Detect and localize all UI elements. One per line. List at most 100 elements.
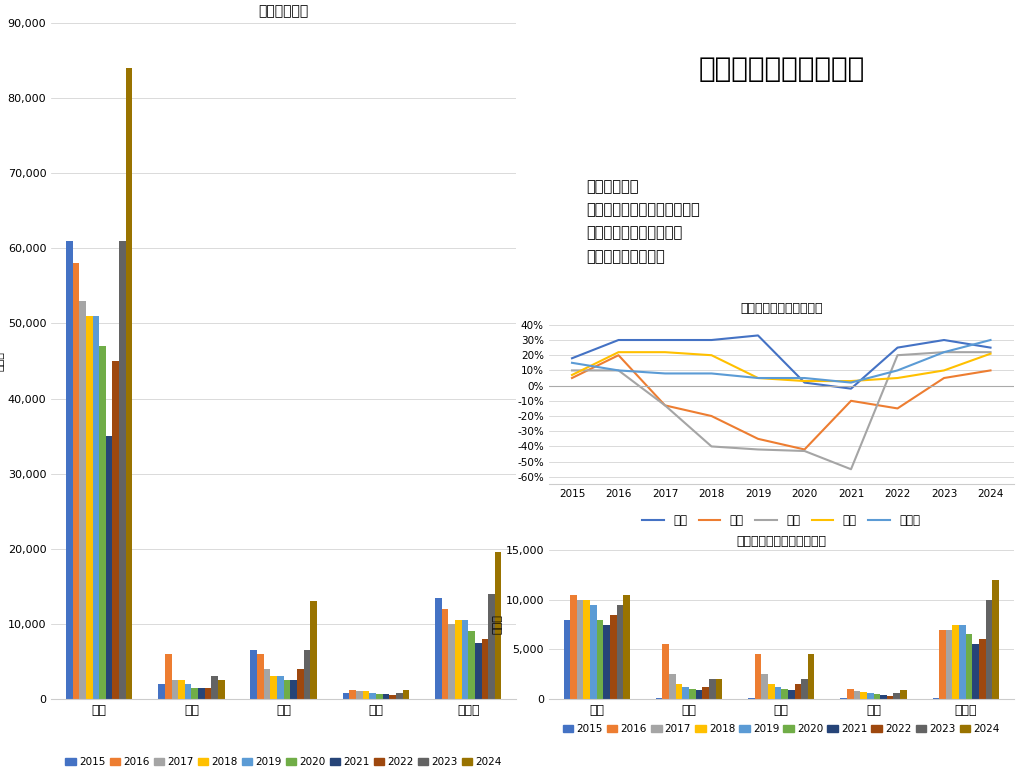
Text: 地域別売上高・利益率: 地域別売上高・利益率 [698,55,864,83]
Bar [847,689,854,699]
南米 [984,349,996,359]
南米 [938,366,950,375]
Bar [126,68,132,699]
Bar [343,693,349,699]
Bar [171,680,178,699]
Bar [184,684,191,699]
Bar [198,687,205,699]
Bar [356,691,362,699]
Bar [475,643,481,699]
Line: 北米: 北米 [572,353,990,469]
Text: 【事業内容】
キャラクターの使用許諾業務
ギフト商品の企画・販売
テーマパーク事業等: 【事業内容】 キャラクターの使用許諾業務 ギフト商品の企画・販売 テーマパーク事… [586,179,699,264]
アジア [658,369,671,378]
Bar [389,695,396,699]
Bar [376,694,383,699]
日本 [984,343,996,353]
Line: アジア: アジア [572,340,990,382]
南米 [658,348,671,357]
Line: 日本: 日本 [572,336,990,389]
Legend: 2015, 2016, 2017, 2018, 2019, 2020, 2021, 2022, 2023, 2024: 2015, 2016, 2017, 2018, 2019, 2020, 2021… [559,720,1004,738]
日本 [845,384,857,393]
Title: 地域別売上高営業利益率: 地域別売上高営業利益率 [740,302,822,315]
Bar [205,687,211,699]
南米 [845,376,857,386]
Bar [488,594,495,699]
Bar [297,669,304,699]
Bar [119,241,126,699]
Bar [284,680,291,699]
Bar [349,690,356,699]
アジア [845,378,857,387]
欧州 [984,366,996,375]
Title: 地域別売上高: 地域別売上高 [259,4,309,18]
南米 [706,351,718,360]
Bar [86,316,92,699]
Bar [278,677,284,699]
Bar [716,679,722,699]
Bar [191,687,198,699]
Bar [584,600,590,699]
Bar [563,620,570,699]
Legend: 2015, 2016, 2017, 2018, 2019, 2020, 2021, 2022, 2023, 2024: 2015, 2016, 2017, 2018, 2019, 2020, 2021… [61,753,506,768]
Bar [113,361,119,699]
Bar [402,690,410,699]
Bar [99,346,105,699]
Bar [939,630,946,699]
日本 [612,336,625,345]
Y-axis label: 百万円: 百万円 [0,351,5,371]
日本 [891,343,903,353]
欧州 [752,434,764,443]
北米 [612,366,625,375]
Bar [165,654,171,699]
Bar [860,692,867,699]
北米 [938,348,950,357]
アジア [566,358,579,367]
Bar [894,693,900,699]
Bar [682,687,689,699]
南米 [612,348,625,357]
Bar [867,693,873,699]
北米 [658,401,671,410]
Bar [396,693,402,699]
Bar [468,631,475,699]
Bar [881,695,887,699]
Line: 欧州: 欧州 [572,356,990,449]
Bar [992,580,999,699]
Bar [257,654,264,699]
Bar [952,624,959,699]
欧州 [706,412,718,421]
Y-axis label: 売上高: 売上高 [493,614,503,634]
北米 [799,446,811,455]
Bar [873,694,881,699]
Bar [933,698,939,699]
日本 [658,336,671,345]
Bar [900,690,906,699]
Bar [441,609,449,699]
Bar [610,614,616,699]
Bar [808,654,814,699]
Bar [709,679,716,699]
北米 [891,351,903,360]
Bar [774,687,781,699]
日本 [752,331,764,340]
アジア [984,336,996,345]
Bar [801,679,808,699]
Bar [841,698,847,699]
Bar [787,690,795,699]
Bar [79,301,86,699]
Bar [370,693,376,699]
Bar [768,684,774,699]
Bar [979,640,986,699]
Bar [570,595,577,699]
北米 [984,348,996,357]
Bar [435,598,441,699]
Bar [383,694,389,699]
Bar [695,690,702,699]
アジア [752,373,764,382]
Bar [92,316,99,699]
北米 [566,366,579,375]
欧州 [612,351,625,360]
Bar [597,620,603,699]
Bar [749,698,755,699]
Bar [310,601,316,699]
